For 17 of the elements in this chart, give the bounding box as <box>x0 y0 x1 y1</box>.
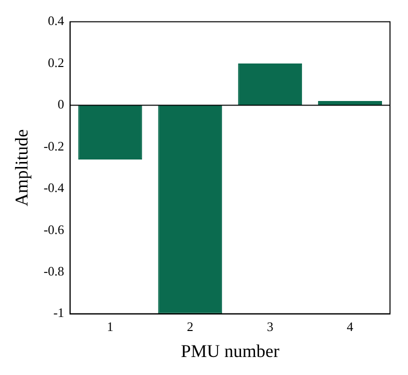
bar <box>158 105 222 314</box>
bar <box>238 64 302 106</box>
x-tick-label: 3 <box>266 319 274 334</box>
y-tick-label: 0.4 <box>48 13 65 28</box>
y-tick-label: 0.2 <box>48 54 64 70</box>
x-tick-label: 4 <box>346 319 354 334</box>
y-tick-label: -0.4 <box>44 180 65 196</box>
y-axis-title: Amplitude <box>12 129 32 206</box>
x-tick-label: 2 <box>186 319 194 334</box>
bar <box>78 105 142 160</box>
y-tick-label: -0.8 <box>44 264 64 279</box>
x-axis-title: PMU number <box>180 340 280 361</box>
x-tick-label: 1 <box>106 319 114 334</box>
y-tick-label: -0.6 <box>44 222 65 237</box>
y-tick-label: -1 <box>53 305 64 320</box>
y-tick-label: -0.2 <box>44 138 64 154</box>
y-tick-label: 0 <box>58 96 64 112</box>
